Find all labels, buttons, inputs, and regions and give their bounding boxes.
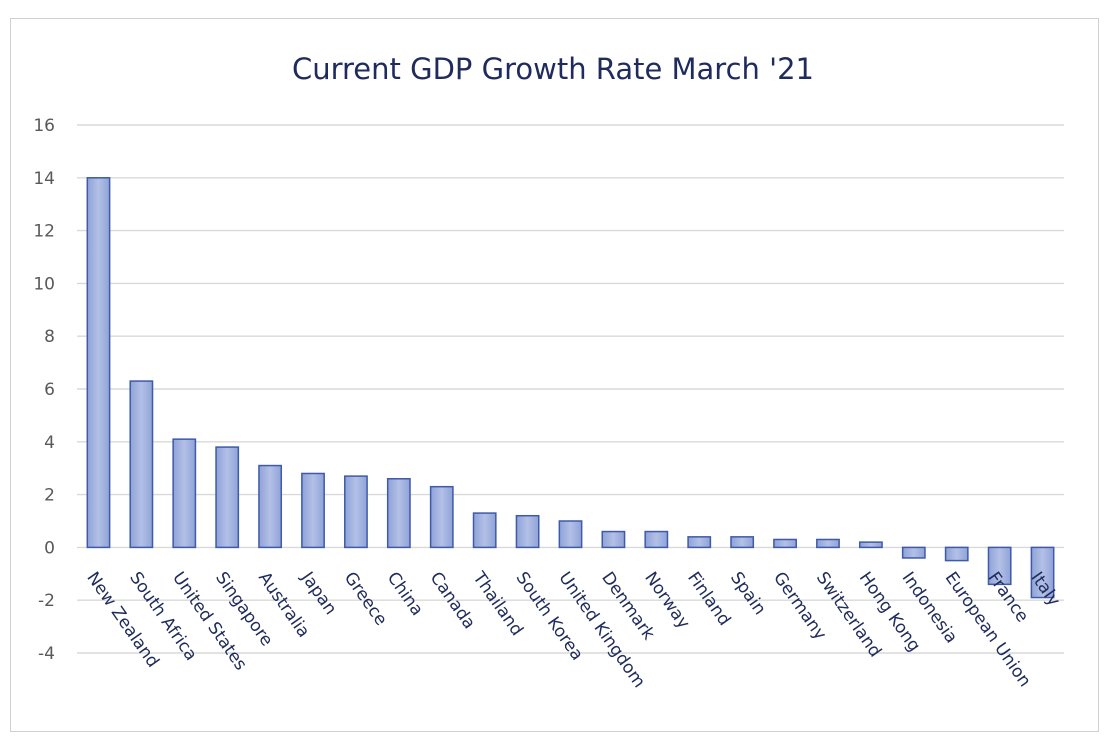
bar-new-zealand bbox=[86, 177, 111, 549]
bar-thailand bbox=[472, 512, 497, 549]
y-tick-label: 16 bbox=[33, 116, 55, 136]
bar-china bbox=[386, 478, 411, 549]
bar-canada bbox=[429, 485, 454, 549]
bar-france bbox=[987, 546, 1012, 586]
bar-singapore bbox=[215, 446, 240, 549]
bar-hong-kong bbox=[858, 541, 883, 549]
y-axis-ticks: 16 14 12 10 8 6 4 2 0 -2 -4 bbox=[33, 116, 55, 664]
bar-japan bbox=[301, 472, 325, 549]
y-tick-label: -2 bbox=[38, 591, 55, 611]
y-tick-label: 6 bbox=[44, 380, 55, 400]
chart-frame bbox=[10, 18, 1099, 732]
x-category-label: Japan bbox=[296, 568, 340, 619]
x-category-label: China bbox=[383, 568, 427, 619]
y-tick-label: 14 bbox=[33, 169, 55, 189]
bar-denmark bbox=[601, 530, 626, 549]
y-tick-label: 12 bbox=[33, 222, 55, 242]
bar-italy bbox=[1030, 546, 1055, 599]
y-tick-label: -4 bbox=[38, 644, 55, 664]
bar-germany bbox=[773, 538, 797, 549]
y-tick-label: 0 bbox=[44, 538, 55, 558]
bar-indonesia bbox=[901, 546, 926, 559]
y-tick-label: 4 bbox=[44, 433, 55, 453]
bar-finland bbox=[687, 536, 712, 549]
bars bbox=[86, 177, 1055, 599]
bar-united-kingdom bbox=[558, 520, 583, 549]
x-category-label: Greece bbox=[340, 568, 391, 629]
bar-south-africa bbox=[129, 380, 154, 549]
y-tick-label: 2 bbox=[44, 486, 55, 506]
bar-norway bbox=[644, 530, 669, 549]
y-tick-label: 8 bbox=[44, 327, 55, 347]
chart-title: Current GDP Growth Rate March '21 bbox=[292, 52, 814, 86]
y-tick-label: 10 bbox=[33, 274, 55, 294]
x-category-label: Spain bbox=[726, 568, 770, 618]
bar-european-union bbox=[944, 546, 969, 562]
bar-united-states bbox=[172, 438, 197, 549]
bar-spain bbox=[730, 536, 755, 549]
bar-australia bbox=[258, 464, 283, 549]
bar-south-korea bbox=[515, 514, 540, 549]
bar-switzerland bbox=[816, 538, 840, 549]
bar-greece bbox=[344, 475, 368, 549]
